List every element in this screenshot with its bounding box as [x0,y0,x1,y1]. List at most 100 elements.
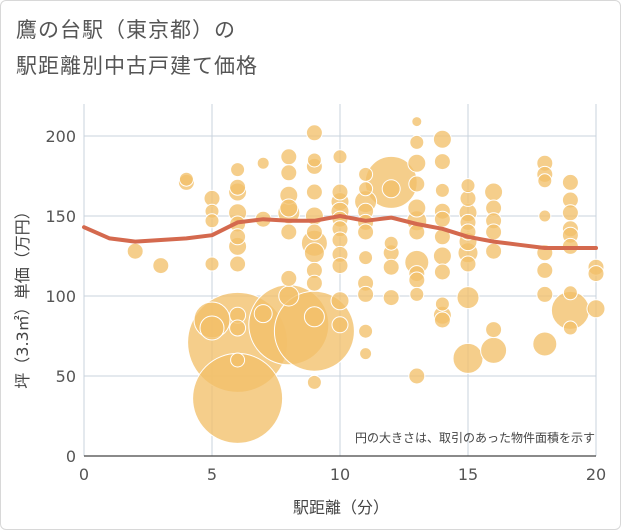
data-bubble [280,269,298,287]
data-bubble [253,304,273,324]
data-bubble [306,152,322,168]
trend-line [82,214,598,250]
data-bubble [382,289,400,307]
data-bubble [532,331,558,357]
data-bubble [278,285,300,307]
data-bubble [562,320,578,336]
data-bubble [407,198,427,218]
data-bubble [434,296,450,312]
data-bubble [178,171,194,187]
data-bubble [382,258,400,276]
data-bubble [358,323,374,339]
data-bubble [303,242,325,264]
data-bubble [409,286,425,302]
data-bubble [230,162,246,178]
data-bubble [331,231,349,249]
data-bubble [433,153,451,171]
data-bubble [256,156,270,170]
data-bubble [459,255,477,273]
data-bubble [586,299,606,319]
data-bubble [280,148,298,166]
data-bubble [485,223,503,241]
data-bubble [358,250,374,266]
data-bubble [358,166,374,182]
data-bubble [306,374,322,390]
data-bubble [332,149,348,165]
x-tick-label: 0 [79,465,89,484]
data-bubble [434,182,450,198]
data-bubble [536,261,554,279]
data-bubble [331,316,349,334]
data-bubble [408,175,426,193]
data-bubble [408,271,426,289]
data-bubble [587,265,605,283]
data-bubble [331,183,349,201]
data-bubble [303,306,325,328]
data-bubble [561,204,579,222]
data-bubble [485,321,503,339]
trend-layer [82,214,598,250]
data-bubble [305,223,323,241]
y-tick-label: 0 [66,447,76,466]
data-bubble [561,173,579,191]
data-bubble [229,255,247,273]
data-bubble [305,124,323,142]
y-tick-label: 100 [45,287,76,306]
data-bubble [280,164,298,182]
data-bubble [433,263,451,281]
data-bubble [204,213,220,229]
x-axis-label: 駅距離（分） [293,498,389,517]
data-bubble [359,347,373,361]
x-tick-label: 10 [330,465,350,484]
data-bubble [484,182,504,202]
bubble-layer [126,116,606,444]
data-bubble [229,228,247,246]
data-bubble [357,285,375,303]
data-bubble [126,242,144,260]
data-bubble [330,291,350,311]
data-bubble [537,173,553,189]
data-bubble [280,223,298,241]
tick-layer: 0 50 100 150 200 0 5 10 15 20 [45,127,606,484]
data-bubble [452,342,484,374]
data-bubble [480,336,508,364]
bubble-size-note: 円の大きさは、取引のあった物件面積を示す [355,430,595,445]
y-axis-label: 坪（3.3㎡）単価（万円） [13,203,32,388]
data-bubble [408,367,426,385]
data-bubble [432,129,452,149]
data-bubble [432,246,452,266]
y-tick-label: 50 [56,367,76,386]
x-tick-label: 15 [458,465,478,484]
y-tick-label: 200 [45,127,76,146]
data-bubble [456,286,480,310]
data-bubble [411,116,423,128]
data-bubble [230,352,246,368]
data-bubble [229,178,247,196]
chart-title-line1: 鷹の台駅（東京都）の [16,18,236,42]
x-tick-label: 5 [207,465,217,484]
data-bubble [538,209,552,223]
data-bubble [536,285,554,303]
data-bubble [562,285,578,301]
data-bubble [331,257,349,275]
data-bubble [381,179,401,199]
data-bubble [433,210,451,228]
data-bubble [357,223,375,241]
data-bubble [279,198,299,218]
data-bubble [358,181,374,197]
data-bubble [460,178,476,194]
data-bubble [204,256,220,272]
data-bubble [152,257,170,275]
data-bubble [485,242,503,260]
y-tick-label: 150 [45,207,76,226]
data-bubble [409,134,425,150]
data-bubble [305,183,323,201]
data-bubble [305,274,323,292]
x-tick-label: 20 [586,465,606,484]
data-bubble [229,319,247,337]
chart-title-line2: 駅距離別中古戸建て価格 [16,54,258,78]
data-bubble [407,153,427,173]
data-bubble [433,311,451,329]
data-bubble [383,235,399,251]
